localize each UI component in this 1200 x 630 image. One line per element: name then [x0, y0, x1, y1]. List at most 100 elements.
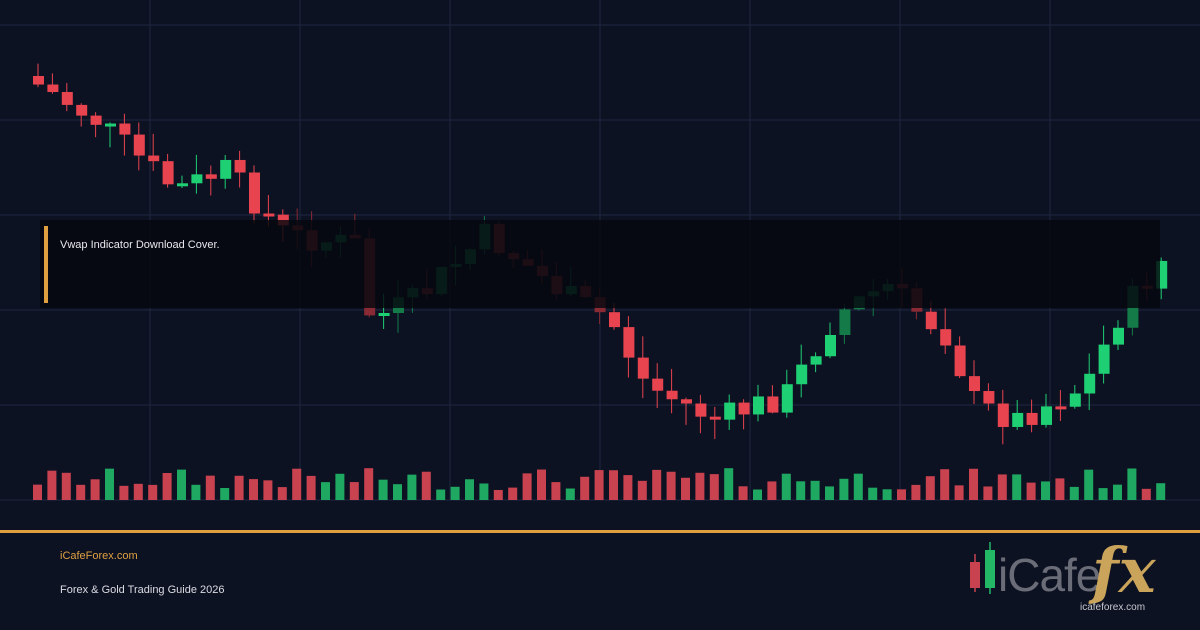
volume-bar [1069, 486, 1079, 500]
volume-bar [1127, 468, 1137, 500]
volume-bar [969, 468, 978, 500]
site-name: iCafeForex.com [60, 550, 138, 562]
volume-bar [666, 471, 676, 500]
candle [119, 123, 131, 135]
volume-bar [393, 484, 402, 500]
candle [105, 123, 116, 127]
candle [47, 84, 59, 93]
volume-bar [738, 486, 748, 500]
volume-bar [133, 483, 143, 500]
volume-bar [76, 484, 86, 500]
volume-bar [263, 480, 273, 500]
volume-bar [493, 489, 503, 500]
volume-bar [1012, 474, 1022, 500]
candle [177, 183, 188, 187]
logo-url: icafeforex.com [1080, 602, 1146, 613]
volume-bar [364, 468, 374, 500]
candle [133, 134, 145, 156]
candle [249, 172, 260, 214]
accent-bar [44, 226, 48, 303]
logo-word: iCafe [998, 549, 1101, 601]
volume-bar [479, 483, 489, 500]
candle [378, 312, 390, 316]
candle [637, 357, 649, 379]
candle [1012, 412, 1024, 427]
cover-title: Vwap Indicator Download Cover. [60, 239, 220, 251]
candle [796, 364, 808, 385]
candle [623, 327, 635, 358]
volume-bar [565, 488, 575, 500]
candle [954, 345, 966, 377]
volume-bar [349, 482, 359, 500]
volume-bar [1141, 488, 1151, 500]
volume-bar [997, 474, 1007, 500]
volume-bar [1098, 488, 1108, 500]
candle [738, 402, 750, 415]
volume-bar [810, 480, 820, 500]
candle [810, 356, 822, 365]
candle [90, 115, 102, 125]
volume-bar [61, 472, 71, 500]
candle [220, 159, 232, 179]
volume-bar [450, 486, 460, 500]
volume-bar [868, 487, 878, 500]
candle [724, 402, 736, 420]
candle [1098, 344, 1110, 374]
volume-bar [753, 489, 762, 500]
volume-bar [292, 468, 302, 500]
volume-bar [580, 476, 590, 500]
volume-bar [321, 482, 330, 500]
volume-bar [220, 488, 230, 500]
candle [1055, 406, 1067, 410]
volume-bar [465, 479, 474, 500]
candle [666, 390, 678, 400]
volume-bar [709, 474, 719, 500]
volume-bar [551, 482, 561, 500]
title-panel: Vwap Indicator Download Cover. [40, 220, 1160, 308]
candle [1041, 406, 1052, 425]
candle [681, 399, 692, 404]
candle [191, 174, 203, 184]
candle [767, 396, 779, 413]
volume-bar [47, 470, 57, 500]
volume-bar [882, 489, 892, 500]
candle [983, 391, 995, 404]
volume-bar [421, 471, 431, 500]
divider [0, 530, 1200, 533]
volume-bar [205, 475, 215, 500]
candle [940, 329, 952, 346]
volume-bar [335, 473, 345, 500]
volume-bar [724, 468, 734, 500]
volume-bar [623, 475, 633, 500]
candle [61, 92, 73, 105]
candle [234, 159, 246, 173]
volume-bar [767, 481, 777, 500]
volume-bar [695, 472, 705, 500]
candle [997, 403, 1009, 427]
volume-bar [407, 474, 417, 500]
candle [825, 334, 836, 357]
candle [781, 384, 793, 413]
volume-bar [537, 469, 546, 500]
volume-bar [637, 480, 647, 500]
volume-bar [522, 473, 532, 500]
volume-bar [378, 479, 388, 500]
volume-bar [1026, 482, 1036, 500]
candle [1156, 260, 1168, 289]
candle [839, 309, 851, 335]
candle [969, 376, 980, 392]
volume-bar [796, 481, 806, 500]
volume-bar [177, 469, 186, 500]
volume-bar [508, 487, 518, 500]
volume-bar [853, 473, 863, 500]
volume-bar [249, 479, 258, 500]
volume-bar [119, 485, 129, 500]
candle [709, 416, 721, 420]
candle [652, 378, 664, 391]
volume-bar [839, 478, 849, 500]
volume-bar [781, 473, 791, 500]
volume-bar [33, 484, 42, 500]
volume-bar [436, 489, 446, 500]
logo-accent: fx [1092, 534, 1156, 607]
